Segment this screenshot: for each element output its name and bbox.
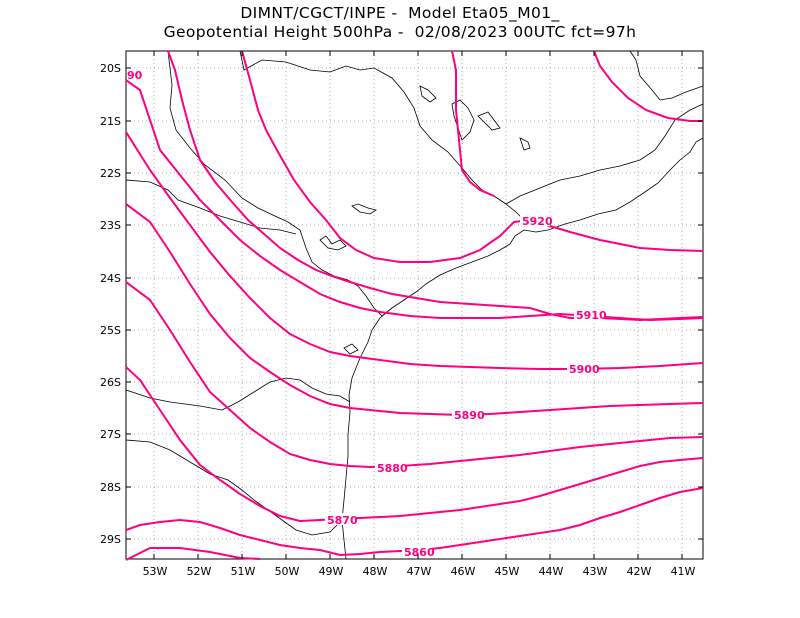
contour-label-5870: 5870 — [327, 514, 358, 527]
coastline-and-borders — [125, 50, 704, 560]
state-border-sp-pr — [167, 50, 393, 317]
lat-label-22s: 22S — [100, 167, 121, 180]
state-border-mg-rj — [505, 103, 704, 205]
lat-ticks — [126, 67, 703, 540]
contour-label-5880: 5880 — [377, 462, 408, 475]
reservoir-4 — [477, 111, 501, 131]
map-grid — [126, 51, 703, 559]
lon-label-44w: 44W — [539, 565, 564, 578]
state-border-pr-sc — [125, 377, 351, 411]
plot-frame — [125, 50, 704, 560]
chart-title-line-2: Geopotential Height 500hPa - 02/08/2023 … — [163, 23, 637, 41]
lat-label-25s: 25S — [100, 324, 121, 337]
lon-label-46w: 46W — [451, 565, 476, 578]
lon-labels: 53W 52W 51W 50W 49W 48W 47W 46W 45W 44W … — [143, 565, 696, 578]
contour-5900 — [125, 131, 704, 370]
reservoir-3 — [451, 99, 475, 141]
bay-island — [343, 343, 359, 355]
lat-label-24s: 24S — [100, 272, 121, 285]
state-border-sc-rs — [125, 439, 343, 536]
lon-label-49w: 49W — [319, 565, 344, 578]
coastline — [341, 137, 704, 560]
lat-label-20s: 20S — [100, 62, 121, 75]
contour-5920-west — [167, 50, 704, 322]
chart-title-line-1: DIMNT/CGCT/INPE - Model Eta05_M01_ — [240, 4, 560, 22]
reservoir-6 — [519, 137, 531, 151]
contour-label-edge: 90 — [127, 69, 143, 82]
contour-label-5860: 5860 — [404, 546, 435, 559]
lon-label-50w: 50W — [275, 565, 300, 578]
lon-label-45w: 45W — [495, 565, 520, 578]
contour-label-5910: 5910 — [576, 309, 607, 322]
contour-label-5890: 5890 — [454, 409, 485, 422]
contour-5930-east — [593, 50, 703, 122]
contour-5870 — [125, 366, 704, 523]
lat-label-28s: 28S — [100, 481, 121, 494]
lon-label-48w: 48W — [363, 565, 388, 578]
lon-label-51w: 51W — [231, 565, 256, 578]
lat-label-23s: 23S — [100, 219, 121, 232]
reservoir-1 — [319, 235, 347, 251]
lon-label-42w: 42W — [627, 565, 652, 578]
contour-5930-partial — [451, 50, 495, 197]
state-border-mg-es — [629, 50, 704, 101]
lon-label-43w: 43W — [583, 565, 608, 578]
lat-labels: 20S 21S 22S 23S 24S 25S 26S 27S 28S 29S — [100, 62, 121, 546]
contour-5880 — [125, 281, 704, 469]
contour-label-group: 5860 5870 5880 5890 5900 5910 5920 90 — [127, 68, 607, 559]
contour-5890 — [125, 203, 704, 417]
reservoir-2 — [351, 203, 377, 215]
lon-ticks — [153, 51, 683, 559]
contour-5850-partial — [125, 547, 261, 561]
contour-5920 — [241, 50, 704, 263]
lon-label-41w: 41W — [671, 565, 696, 578]
state-border-ms — [125, 179, 297, 235]
contour-label-5900: 5900 — [569, 363, 600, 376]
lon-label-53w: 53W — [143, 565, 168, 578]
lat-label-21s: 21S — [100, 115, 121, 128]
lon-label-47w: 47W — [407, 565, 432, 578]
lat-label-29s: 29S — [100, 533, 121, 546]
reservoir-5 — [419, 85, 437, 103]
lon-label-52w: 52W — [187, 565, 212, 578]
lat-label-26s: 26S — [100, 376, 121, 389]
lat-label-27s: 27S — [100, 428, 121, 441]
contour-label-5920: 5920 — [522, 215, 553, 228]
